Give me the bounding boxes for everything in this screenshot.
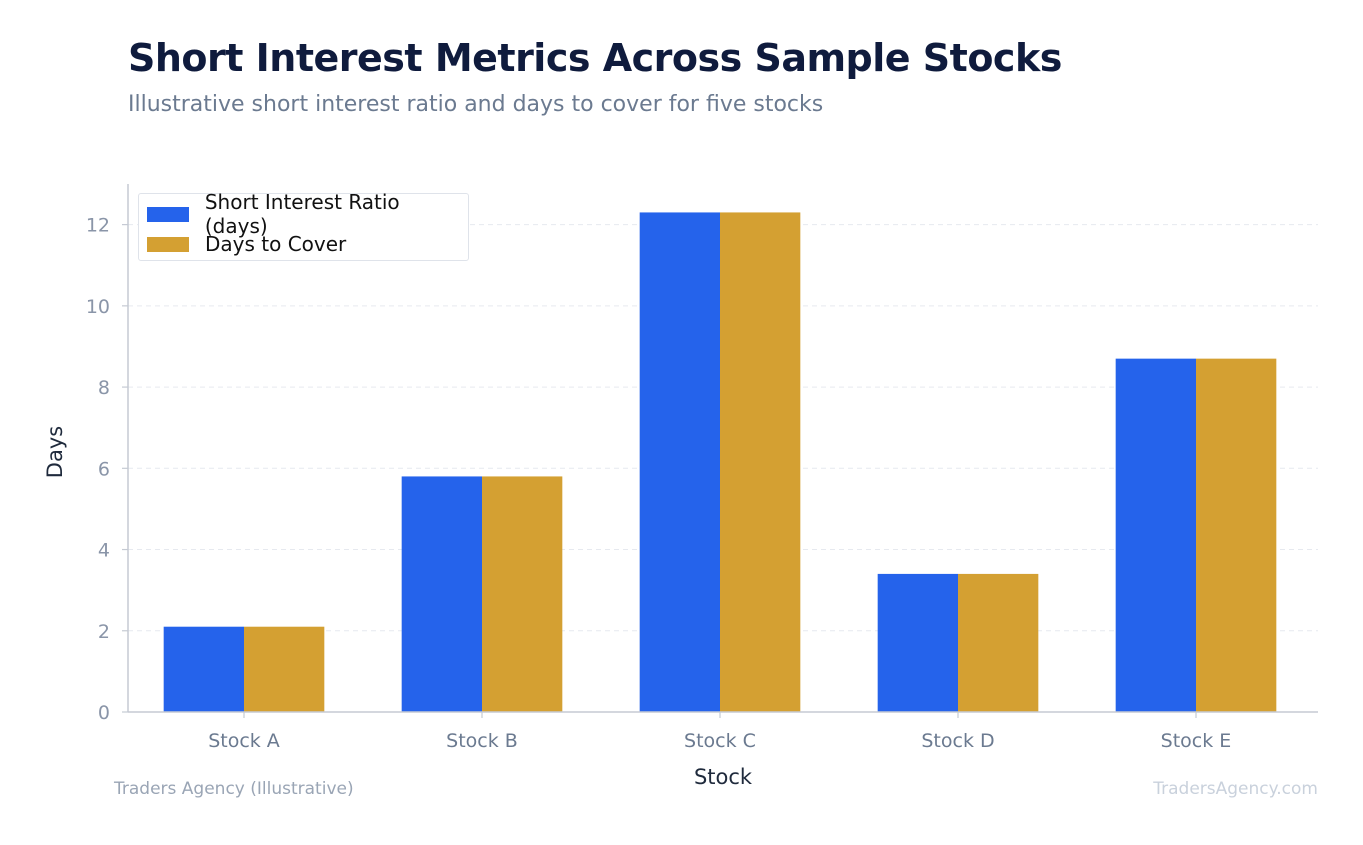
y-tick-label: 4 <box>98 540 110 562</box>
bar-short-interest-ratio <box>877 573 958 712</box>
chart-subtitle: Illustrative short interest ratio and da… <box>128 92 824 117</box>
bar-short-interest-ratio <box>163 626 244 712</box>
y-tick-label: 8 <box>98 377 110 399</box>
axes <box>122 184 1318 718</box>
x-tick-label: Stock C <box>684 730 756 752</box>
y-tick-label: 10 <box>86 296 110 318</box>
bar-short-interest-ratio <box>639 212 720 712</box>
y-axis-label: Days <box>43 426 67 478</box>
bar-short-interest-ratio <box>401 476 482 712</box>
x-tick-label: Stock D <box>921 730 994 752</box>
bars <box>163 212 1277 712</box>
y-tick-label: 6 <box>98 458 110 480</box>
y-tick-label: 0 <box>98 702 110 724</box>
bar-days-to-cover <box>958 573 1039 712</box>
x-axis-label: Stock <box>694 765 753 789</box>
legend-item-series-2[interactable]: Days to Cover <box>147 232 346 256</box>
bar-days-to-cover <box>244 626 325 712</box>
legend-item-series-1[interactable]: Short Interest Ratio (days) <box>147 190 468 238</box>
legend-swatch-series-2 <box>147 236 189 252</box>
chart-title: Short Interest Metrics Across Sample Sto… <box>128 36 1062 80</box>
chart-legend: Short Interest Ratio (days) Days to Cove… <box>138 190 469 261</box>
bar-days-to-cover <box>482 476 563 712</box>
legend-label-series-1: Short Interest Ratio (days) <box>204 190 400 238</box>
legend-label-series-2: Days to Cover <box>205 232 347 256</box>
x-tick-label: Stock E <box>1161 730 1232 752</box>
brand-watermark: TradersAgency.com <box>1153 779 1318 799</box>
bar-short-interest-ratio <box>1115 358 1196 712</box>
bar-days-to-cover <box>1196 358 1277 712</box>
x-tick-label: Stock A <box>208 730 280 752</box>
source-note: Traders Agency (Illustrative) <box>114 779 354 799</box>
legend-swatch-series-1 <box>147 206 189 222</box>
tick-labels: 0 2 4 6 8 10 12 Stock A Stock B Stock C Stock D Sto… <box>86 215 1232 752</box>
y-tick-label: 2 <box>98 621 110 643</box>
y-tick-label: 12 <box>86 215 110 237</box>
bar-days-to-cover <box>720 212 801 712</box>
x-tick-label: Stock B <box>446 730 518 752</box>
